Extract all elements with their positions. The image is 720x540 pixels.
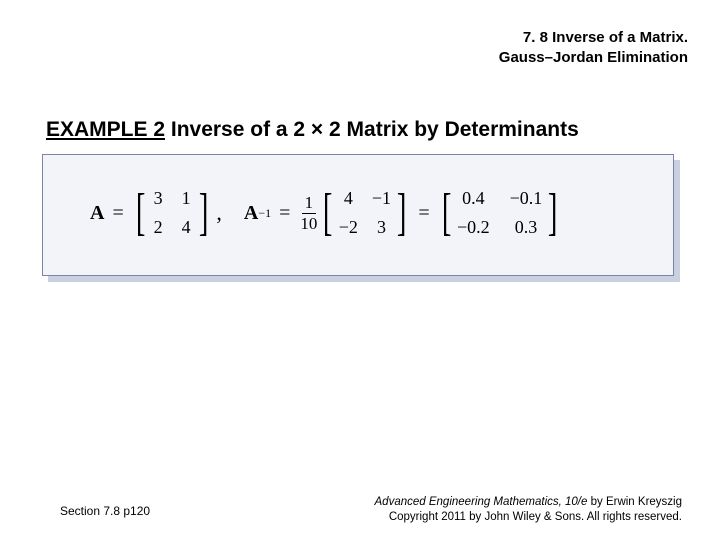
footer-section-page: Section 7.8 p120 [60, 504, 150, 518]
fraction-1-10: 1 10 [300, 194, 317, 233]
matrix-inverse-result: [ 0.4 −0.1 −0.2 0.3 ] [438, 188, 562, 238]
matrix-adjugate: [ 4 −1 −2 3 ] [319, 188, 410, 238]
M2-11: 0.4 [457, 188, 490, 209]
A-22: 4 [179, 217, 193, 238]
bracket-right-icon: ] [199, 192, 209, 234]
header-line2: Gauss–Jordan Elimination [0, 48, 688, 68]
matrix-Ainv-label: A [244, 202, 258, 225]
frac-den: 10 [300, 214, 317, 233]
comma: , [216, 200, 222, 226]
bracket-right-icon: ] [548, 192, 558, 234]
slide-header: 7. 8 Inverse of a Matrix. Gauss–Jordan E… [0, 28, 688, 69]
book-author: by Erwin Kreyszig [587, 496, 682, 508]
M1-22: 3 [372, 217, 391, 238]
bracket-left-icon: [ [136, 192, 146, 234]
A-12: 1 [179, 188, 193, 209]
equals-2: = [279, 202, 290, 225]
example-title: EXAMPLE 2 Inverse of a 2 × 2 Matrix by D… [46, 118, 579, 142]
example-number: EXAMPLE 2 [46, 118, 165, 141]
matrix-A: [ 3 1 2 4 ] [132, 188, 213, 238]
example-text: Inverse of a 2 × 2 Matrix by Determinant… [165, 118, 579, 141]
equation-content: A = [ 3 1 2 4 ] , A−1 = 1 10 [ 4 −1 −2 3… [90, 188, 670, 238]
M2-12: −0.1 [510, 188, 543, 209]
frac-num: 1 [302, 194, 317, 214]
M1-21: −2 [339, 217, 358, 238]
bracket-right-icon: ] [397, 192, 407, 234]
book-title: Advanced Engineering Mathematics, 10/e [375, 496, 588, 508]
copyright: Copyright 2011 by John Wiley & Sons. All… [375, 510, 682, 526]
footer-credits: Advanced Engineering Mathematics, 10/e b… [375, 495, 682, 526]
A-11: 3 [151, 188, 165, 209]
equals-1: = [112, 202, 123, 225]
M1-11: 4 [339, 188, 358, 209]
M1-12: −1 [372, 188, 391, 209]
A-21: 2 [151, 217, 165, 238]
bracket-left-icon: [ [323, 192, 333, 234]
equals-3: = [418, 202, 429, 225]
matrix-A-label: A [90, 202, 104, 225]
bracket-left-icon: [ [442, 192, 452, 234]
inverse-exponent: −1 [258, 206, 271, 221]
M2-22: 0.3 [510, 217, 543, 238]
M2-21: −0.2 [457, 217, 490, 238]
header-line1: 7. 8 Inverse of a Matrix. [0, 28, 688, 48]
